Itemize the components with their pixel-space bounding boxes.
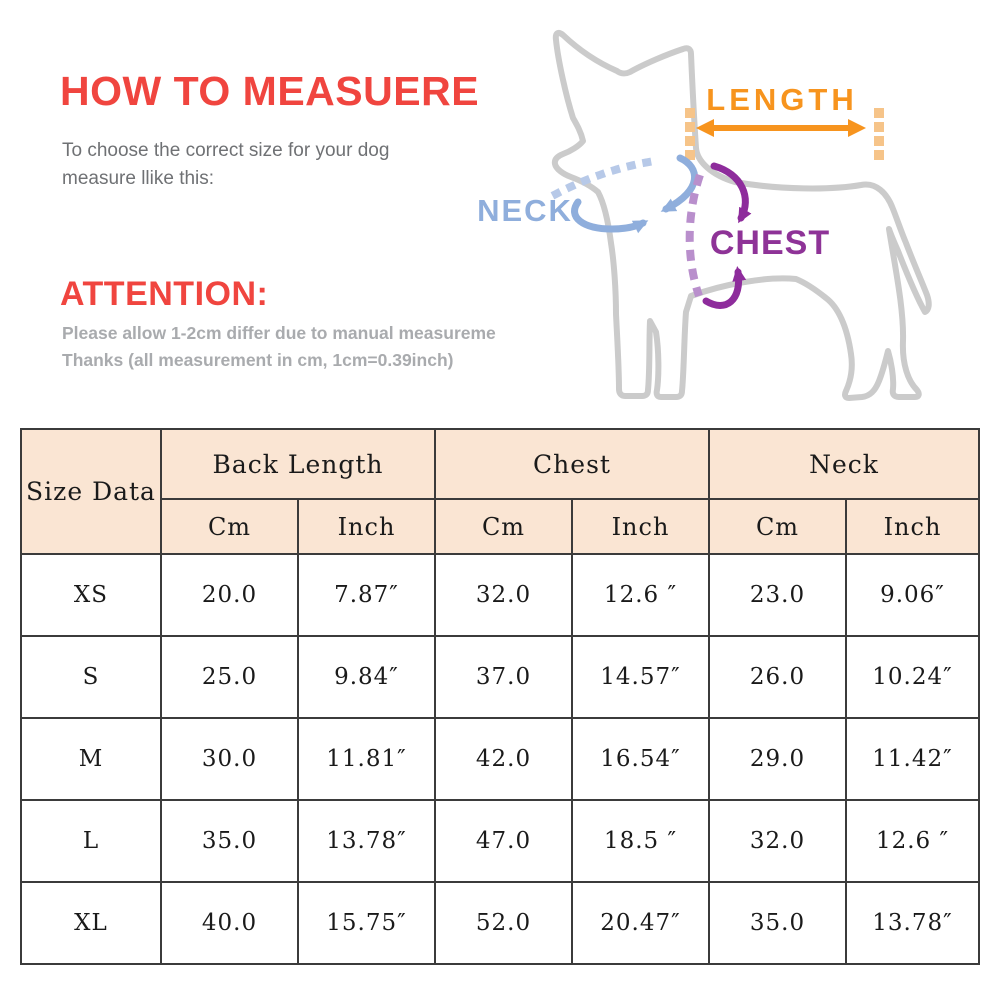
value-cell: 11.42″	[845, 717, 980, 801]
value-cell: 42.0	[434, 717, 573, 801]
value-cell: 14.57″	[571, 635, 710, 719]
value-cell: 32.0	[708, 799, 847, 883]
value-cell: 35.0	[708, 881, 847, 965]
table-corner-size-data: Size Data	[20, 428, 162, 555]
subheader-back-cm: Cm	[160, 498, 299, 555]
size-cell: XL	[20, 881, 162, 965]
corner-label: Size Data	[26, 477, 156, 506]
value-cell: 10.24″	[845, 635, 980, 719]
table-row-s: S 25.0 9.84″ 37.0 14.57″ 26.0 10.24″	[20, 635, 980, 719]
subheader-back-inch: Inch	[297, 498, 436, 555]
value-cell: 35.0	[160, 799, 299, 883]
value-cell: 18.5 ″	[571, 799, 710, 883]
page-title: HOW TO MEASUERE	[60, 68, 480, 114]
attention-note-line2: Thanks (all measurement in cm, 1cm=0.39i…	[62, 350, 454, 370]
size-table: Size Data Back Length Chest Neck Cm Inch…	[20, 428, 980, 965]
value-cell: 16.54″	[571, 717, 710, 801]
attention-title: ATTENTION:	[60, 275, 269, 313]
header-back-length: Back Length	[160, 428, 436, 500]
value-cell: 9.06″	[845, 553, 980, 637]
value-cell: 25.0	[160, 635, 299, 719]
attention-note: Please allow 1-2cm differ due to manual …	[62, 320, 524, 374]
value-cell: 15.75″	[297, 881, 436, 965]
length-label: LENGTH	[706, 82, 857, 117]
subtitle: To choose the correct size for your dog …	[62, 137, 389, 193]
value-cell: 20.0	[160, 553, 299, 637]
value-cell: 20.47″	[571, 881, 710, 965]
value-cell: 29.0	[708, 717, 847, 801]
length-dash-guides	[685, 108, 884, 160]
chest-label: CHEST	[710, 224, 830, 262]
value-cell: 12.6 ″	[845, 799, 980, 883]
size-cell: XS	[20, 553, 162, 637]
value-cell: 32.0	[434, 553, 573, 637]
table-row-xl: XL 40.0 15.75″ 52.0 20.47″ 35.0 13.78″	[20, 881, 980, 965]
value-cell: 11.81″	[297, 717, 436, 801]
size-cell: M	[20, 717, 162, 801]
neck-label: NECK	[477, 193, 573, 228]
size-cell: S	[20, 635, 162, 719]
value-cell: 52.0	[434, 881, 573, 965]
value-cell: 26.0	[708, 635, 847, 719]
chest-measure-line	[685, 173, 704, 298]
subheader-neck-cm: Cm	[708, 498, 847, 555]
value-cell: 47.0	[434, 799, 573, 883]
table-row-xs: XS 20.0 7.87″ 32.0 12.6 ″ 23.0 9.06″	[20, 553, 980, 637]
value-cell: 9.84″	[297, 635, 436, 719]
neck-measure-line	[550, 155, 667, 200]
subheader-chest-inch: Inch	[571, 498, 710, 555]
subtitle-line1: To choose the correct size for your dog	[62, 140, 390, 161]
dog-measurement-diagram: LENGTH NECK CHEST	[477, 29, 932, 401]
table-row-m: M 30.0 11.81″ 42.0 16.54″ 29.0 11.42″	[20, 717, 980, 801]
value-cell: 23.0	[708, 553, 847, 637]
value-cell: 30.0	[160, 717, 299, 801]
value-cell: 13.78″	[297, 799, 436, 883]
subtitle-line2: measure llike this:	[62, 168, 215, 189]
value-cell: 12.6 ″	[571, 553, 710, 637]
subheader-neck-inch: Inch	[845, 498, 980, 555]
header-neck: Neck	[708, 428, 980, 500]
chest-arrow-icon	[702, 162, 752, 309]
value-cell: 40.0	[160, 881, 299, 965]
size-cell: L	[20, 799, 162, 883]
header-chest: Chest	[434, 428, 710, 500]
attention-note-line1: Please allow 1-2cm differ due to manual …	[62, 323, 496, 343]
value-cell: 37.0	[434, 635, 573, 719]
subheader-chest-cm: Cm	[434, 498, 573, 555]
value-cell: 7.87″	[297, 553, 436, 637]
table-row-l: L 35.0 13.78″ 47.0 18.5 ″ 32.0 12.6 ″	[20, 799, 980, 883]
length-arrow-icon	[696, 119, 866, 137]
value-cell: 13.78″	[845, 881, 980, 965]
